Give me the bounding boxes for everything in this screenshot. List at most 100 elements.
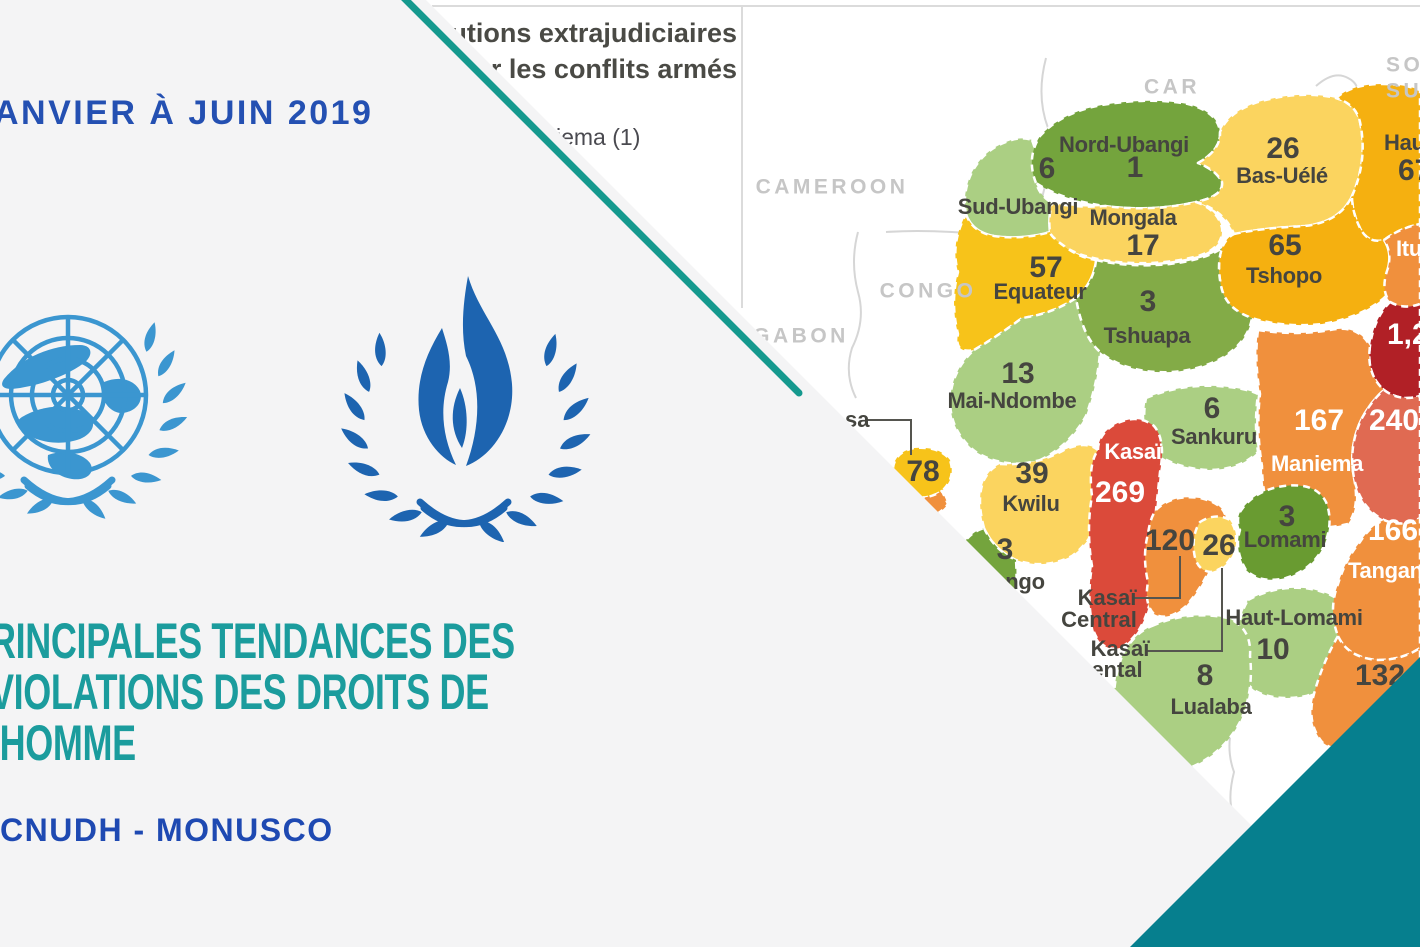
province-value-hautUele: 67 — [1398, 154, 1420, 187]
laurel-leaf — [364, 490, 398, 501]
province-value-kwango: 3 — [996, 533, 1014, 566]
laurel-leaf — [148, 447, 179, 458]
globe-meridian — [11, 338, 125, 452]
laurel-leaf — [131, 472, 162, 483]
province-name-equateur: Equateur — [993, 279, 1087, 304]
ohchr-flame-logo — [341, 276, 591, 542]
laurel-leaf — [548, 466, 582, 478]
province-value-tanganyika: 166 — [1367, 514, 1419, 547]
laurel-leaf — [0, 488, 28, 500]
legend-title-line1: écutions extrajudiciaires — [420, 18, 737, 48]
province-name-maiNdombe: Mai-Ndombe — [947, 388, 1077, 413]
laurel-leaf — [375, 332, 386, 367]
province-name-sudUbangi: Sud-Ubangi — [957, 194, 1079, 219]
flame-tongue — [418, 328, 456, 465]
province-value-maiNdombe: 13 — [1001, 357, 1035, 390]
province-shape-lomami — [1236, 484, 1331, 581]
province-value-basUele: 26 — [1266, 132, 1300, 165]
callout-line — [1134, 556, 1181, 599]
province-value-equateur: 57 — [1029, 251, 1063, 284]
callout-line — [866, 419, 912, 455]
province-value-hautLomami: 10 — [1256, 633, 1290, 666]
laurel-stem — [416, 498, 508, 528]
province-name-mongala: Mongala — [1089, 205, 1177, 230]
province-name-lomami: Lomami — [1243, 527, 1327, 552]
globe-icon — [0, 314, 149, 480]
country-label-congo: CONGO — [879, 279, 977, 303]
laurel-leaf — [530, 492, 564, 504]
province-shape-maiNdombe — [948, 296, 1102, 465]
province-value-mongala: 17 — [1126, 229, 1160, 262]
province-name-sankuru: Sankuru — [1171, 424, 1257, 449]
province-value-hautKatanga: 132 — [1354, 659, 1406, 692]
province-name-kwilu: Kwilu — [1002, 491, 1060, 516]
province-value-sudUbangi: 6 — [1038, 152, 1056, 185]
province-name-hautLomami: Haut-Lomami — [1225, 605, 1363, 630]
country-border-line — [847, 231, 862, 399]
country-label-cameroon: CAMEROON — [755, 175, 909, 199]
legend-title-line2: par les conflits armés — [459, 53, 737, 84]
province-shape-sudKivu — [1351, 388, 1420, 525]
province-name-kasai: Kasaï — [1104, 439, 1162, 464]
flame-icon — [418, 276, 513, 466]
laurel-leaf — [158, 350, 175, 377]
province-name-nordUbangi: Nord-Ubangi — [1059, 132, 1189, 157]
country-label-car: CAR — [1144, 75, 1200, 99]
laurel-leaf — [162, 382, 186, 404]
province-name-tshopo: Tshopo — [1246, 263, 1322, 288]
laurel-stem — [20, 476, 112, 506]
laurel-leaf — [558, 363, 577, 392]
province-value-kasaiCentral: 120 — [1144, 524, 1196, 557]
external-label-kasai_central_callout_line1: Kasaï — [1077, 585, 1137, 610]
external-label-kasai_oriental_callout_line1: Kasaï — [1090, 636, 1150, 661]
province-name-tshuapa: Tshuapa — [1103, 323, 1191, 348]
province-name-maniema: Maniema — [1270, 451, 1364, 476]
country-label-south_sudan_line1: SOU — [1386, 53, 1420, 77]
external-label-kinshasa_callout: sa — [845, 407, 870, 432]
period-label: ANVIER À JUIN 2019 — [0, 94, 374, 132]
province-shape-hautUele — [1334, 82, 1420, 242]
province-name-basUele: Bas-Uélé — [1236, 163, 1328, 188]
slide-title-line3: ’HOMME — [0, 715, 136, 771]
laurel-leaf — [478, 520, 505, 542]
laurel-leaf — [344, 393, 365, 421]
province-value-sudKivu: 240 — [1368, 404, 1420, 437]
laurel-leaf — [356, 360, 371, 392]
laurel-leaf — [341, 428, 368, 449]
laurel-leaf — [108, 489, 137, 504]
laurel-leaf — [26, 498, 54, 514]
legend-title: écutions extrajudiciaires par les confli… — [420, 16, 737, 87]
province-name-lualaba: Lualaba — [1170, 694, 1252, 719]
province-value-lomami: 3 — [1278, 500, 1296, 533]
legend-entry: iema (1) — [556, 124, 641, 150]
province-name-ituri: Itu — [1396, 236, 1420, 261]
laurel-leaf — [544, 333, 557, 367]
province-name-hautUele: Haut — [1384, 130, 1420, 155]
flame-tongue — [452, 388, 467, 448]
laurel-leaf — [144, 322, 156, 352]
laurel-leaf — [560, 434, 591, 450]
un-emblem-logo — [0, 314, 188, 519]
laurel-leaf — [159, 417, 188, 431]
province-shape-sudUbangi — [963, 137, 1054, 239]
laurel-leaf — [389, 509, 422, 522]
province-value-kasai: 269 — [1094, 476, 1146, 509]
province-value-kasaiOriental: 26 — [1202, 529, 1236, 562]
laurel-leaf — [419, 519, 450, 537]
external-label-kasai_oriental_callout_line2: ental — [1091, 657, 1143, 682]
province-value-sankuru: 6 — [1203, 392, 1221, 425]
province-value-maniema: 167 — [1293, 404, 1345, 437]
province-value-nordKivu: 1,2 — [1387, 318, 1420, 351]
province-shape-sankuru — [1143, 384, 1260, 472]
province-shape-kasaiOriental — [1192, 515, 1238, 574]
province-value-tshopo: 65 — [1268, 229, 1302, 262]
laurel-leaf — [82, 498, 106, 519]
slide-title-line1: RINCIPALES TENDANCES DES — [0, 613, 515, 669]
laurel-leaf — [0, 470, 5, 480]
province-value-nordUbangi: 1 — [1126, 151, 1144, 184]
callout-line — [1146, 568, 1223, 652]
